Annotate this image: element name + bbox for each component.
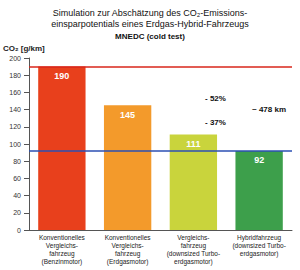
svg-text:20: 20 (13, 209, 21, 216)
svg-text:0: 0 (17, 227, 21, 234)
svg-text:(downsized Turbo-: (downsized Turbo- (232, 242, 285, 250)
svg-text:Konventionelles: Konventionelles (39, 234, 86, 241)
svg-text:fahrzeug: fahrzeug (49, 250, 75, 258)
svg-text:Simulation zur Abschätzung des: Simulation zur Abschätzung des CO₂-Emiss… (53, 8, 248, 18)
svg-text:145: 145 (120, 110, 135, 120)
svg-text:100: 100 (9, 141, 21, 148)
svg-text:erdgasmotor): erdgasmotor) (174, 258, 213, 266)
svg-text:(Benzinmotor): (Benzinmotor) (41, 258, 82, 266)
svg-text:fahrzeug: fahrzeug (181, 242, 207, 250)
svg-text:40: 40 (13, 192, 21, 199)
svg-text:200: 200 (9, 55, 21, 62)
svg-text:111: 111 (186, 139, 200, 149)
svg-text:80: 80 (13, 158, 21, 165)
svg-text:Vergleichs-: Vergleichs- (46, 242, 78, 250)
svg-text:fahrzeug: fahrzeug (115, 250, 141, 258)
svg-text:(Erdgasmotor): (Erdgasmotor) (107, 258, 149, 266)
svg-text:Hybridfahrzeug: Hybridfahrzeug (237, 234, 281, 242)
svg-text:Vergleichs-: Vergleichs- (112, 242, 144, 250)
svg-text:60: 60 (13, 175, 21, 182)
svg-text:(downsized Turbo-: (downsized Turbo- (167, 250, 220, 258)
svg-text:160: 160 (9, 89, 21, 96)
svg-text:92: 92 (254, 155, 264, 165)
svg-text:- 52%: - 52% (205, 94, 226, 103)
svg-text:Konventionelles: Konventionelles (105, 234, 152, 241)
svg-text:einsparpotentials eines Erdgas: einsparpotentials eines Erdgas-Hybrid-Fa… (51, 19, 249, 29)
svg-text:CO₂ [g/km]: CO₂ [g/km] (3, 44, 45, 53)
svg-text:120: 120 (9, 123, 21, 130)
svg-text:140: 140 (9, 106, 21, 113)
svg-text:erdgasmotor): erdgasmotor) (240, 250, 279, 258)
svg-text:Vergleichs-: Vergleichs- (177, 234, 209, 242)
svg-text:190: 190 (54, 71, 69, 81)
svg-text:~ 478 km: ~ 478 km (252, 105, 286, 114)
svg-text:180: 180 (9, 72, 21, 79)
svg-text:MNEDC (cold test): MNEDC (cold test) (115, 32, 185, 41)
svg-text:- 37%: - 37% (205, 118, 226, 127)
